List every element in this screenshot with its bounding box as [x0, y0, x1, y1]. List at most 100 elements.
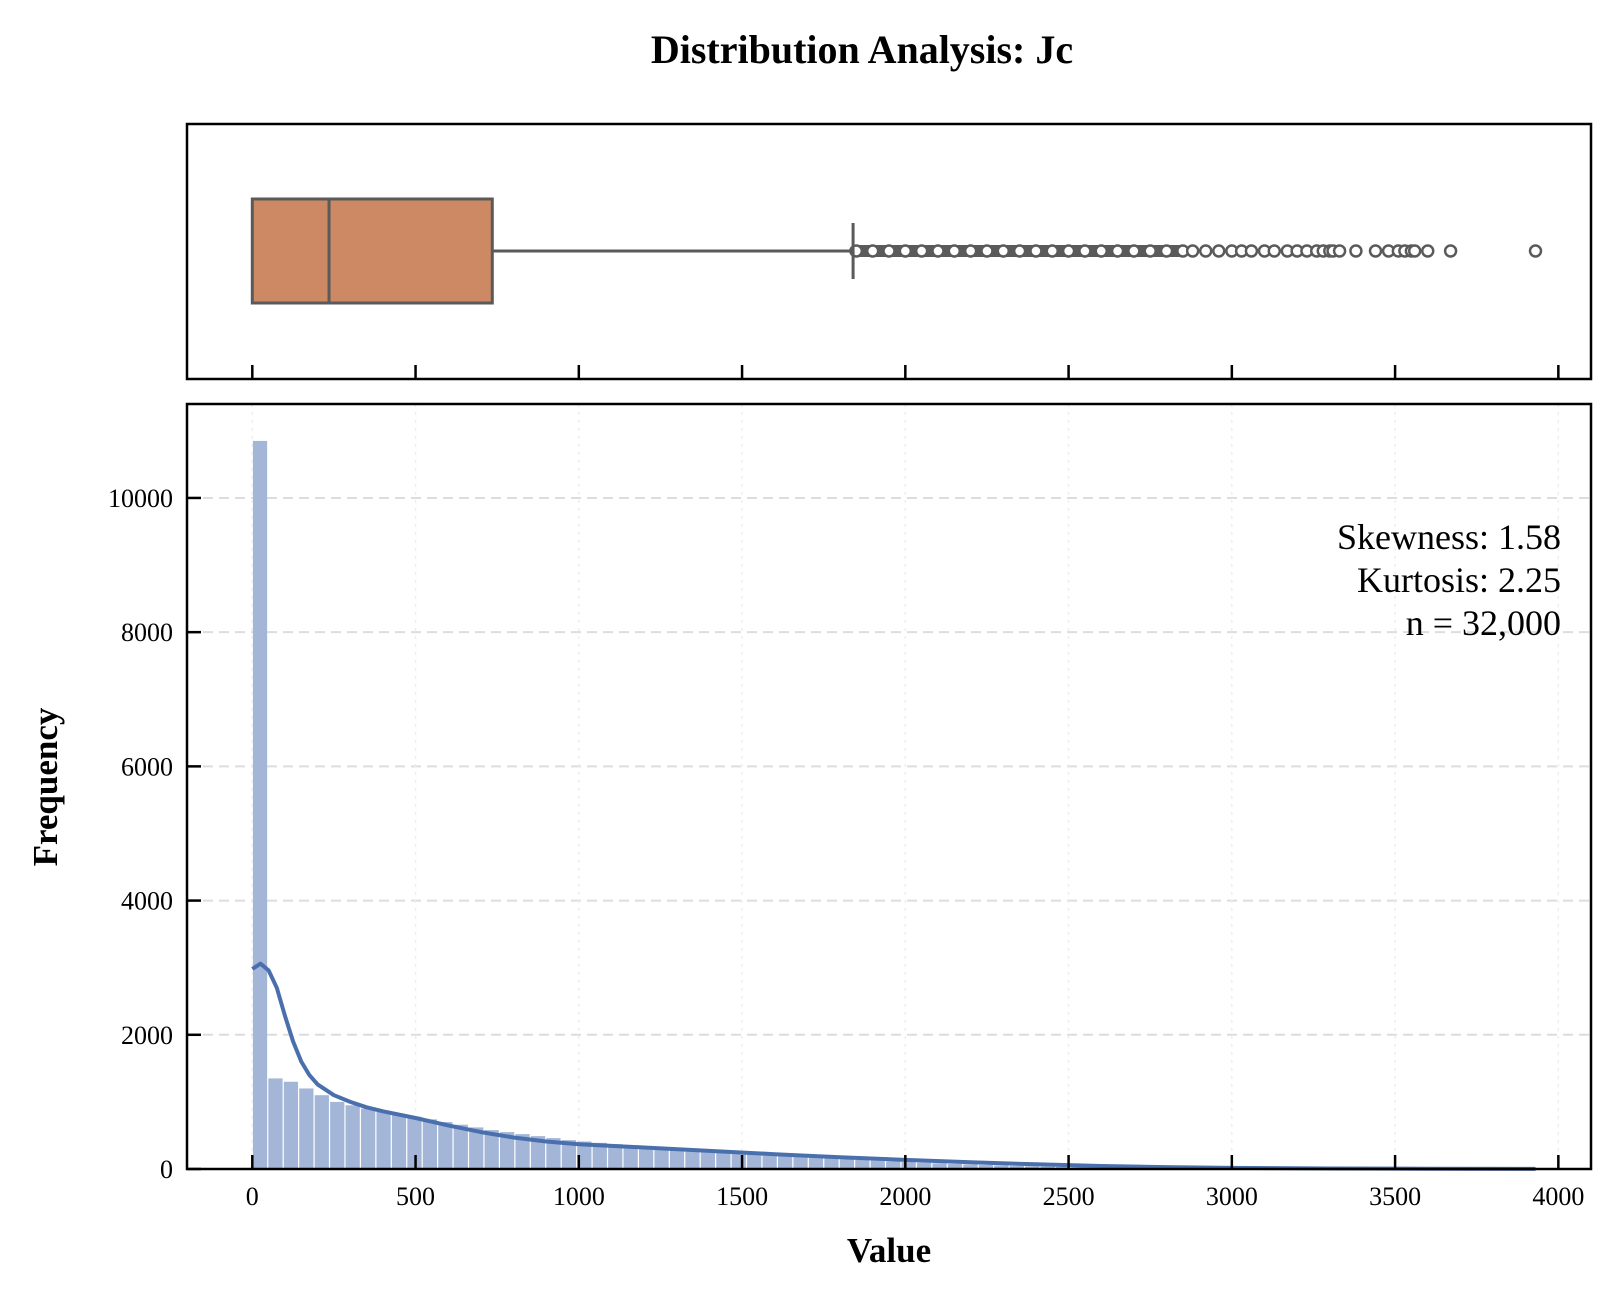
- x-tick-label: 3000: [1206, 1182, 1258, 1211]
- sample-size-annotation: n = 32,000: [1406, 603, 1561, 643]
- histogram-bar: [978, 1164, 994, 1169]
- outlier-point: [898, 244, 913, 258]
- histogram-bar: [639, 1146, 654, 1169]
- histogram-bar: [484, 1130, 499, 1169]
- histogram-bar: [762, 1154, 777, 1169]
- outlier-point: [963, 244, 978, 258]
- histogram-frame: [185, 402, 1593, 1171]
- histogram-bar: [855, 1159, 870, 1169]
- y-tick-label: 8000: [121, 618, 173, 647]
- boxplot-frame: [185, 122, 1593, 381]
- x-tick-label: 1000: [553, 1182, 605, 1211]
- histogram-bar: [438, 1122, 453, 1169]
- histogram-bar: [947, 1163, 963, 1169]
- outlier-point: [996, 244, 1011, 258]
- histogram-bar: [422, 1119, 438, 1169]
- outlier-point: [1368, 244, 1383, 258]
- histogram-bar: [716, 1151, 731, 1169]
- y-axis-label: Frequency: [26, 707, 65, 866]
- outlier-point: [1094, 244, 1108, 258]
- outlier-point: [1159, 244, 1174, 258]
- histogram-bar: [1025, 1166, 1040, 1169]
- chart-title: Distribution Analysis: Jc: [651, 27, 1073, 72]
- histogram-bar: [546, 1138, 561, 1169]
- outlier-point: [882, 244, 896, 258]
- boxplot-body: [250, 197, 855, 305]
- outlier-point: [1420, 244, 1435, 258]
- histogram-bar: [808, 1157, 824, 1169]
- y-tick-label: 2000: [121, 1021, 173, 1050]
- outlier-point: [1061, 244, 1076, 258]
- histogram-bar: [777, 1155, 793, 1169]
- x-tick-label: 1500: [716, 1182, 768, 1211]
- histogram-bar: [1009, 1165, 1024, 1169]
- outlier-point: [1029, 244, 1043, 258]
- histogram-bars: [252, 440, 1534, 1169]
- outlier-point: [1012, 244, 1027, 258]
- outlier-point: [914, 244, 929, 258]
- x-tick-label: 0: [246, 1182, 259, 1211]
- outlier-point: [1528, 244, 1543, 258]
- histogram-bar: [654, 1147, 669, 1169]
- histogram-bar: [592, 1142, 607, 1169]
- x-tick-label: 2000: [879, 1182, 931, 1211]
- x-tick-label: 500: [396, 1182, 435, 1211]
- histogram-bar: [391, 1113, 407, 1169]
- outlier-point: [947, 244, 962, 258]
- outlier-point: [1198, 244, 1213, 258]
- outlier-point: [1110, 244, 1125, 258]
- boxplot-outliers: [849, 244, 1543, 258]
- histogram-bar: [685, 1149, 700, 1169]
- histogram-bar: [515, 1134, 530, 1169]
- histogram-y-ticks: 0 2000 4000 6000 8000 10000: [108, 484, 201, 1184]
- iqr-box: [250, 197, 494, 305]
- histogram-bar: [870, 1160, 885, 1169]
- x-axis-label: Value: [847, 1231, 931, 1270]
- histogram-bar: [916, 1162, 932, 1169]
- kurtosis-annotation: Kurtosis: 2.25: [1357, 560, 1561, 600]
- histogram-bar: [530, 1136, 546, 1169]
- histogram-bar: [345, 1105, 360, 1169]
- histogram-bar: [747, 1153, 762, 1169]
- histogram-bar: [376, 1111, 391, 1169]
- boxplot-x-ticks: [251, 365, 1560, 379]
- histogram-bar: [299, 1088, 314, 1169]
- x-tick-label: 2500: [1043, 1182, 1095, 1211]
- histogram-bar: [793, 1156, 808, 1169]
- y-tick-label: 0: [160, 1155, 173, 1184]
- histogram-bar: [669, 1148, 685, 1169]
- histogram-bar: [330, 1101, 345, 1169]
- histogram-grid: [187, 404, 1591, 1169]
- outlier-point: [931, 244, 945, 258]
- histogram-bar: [500, 1132, 515, 1169]
- outlier-point: [1143, 244, 1157, 258]
- outlier-point: [1244, 244, 1259, 258]
- kde-curve: [251, 961, 1536, 1171]
- histogram-x-ticks: 0 500 1000 1500 2000 2500 3000 3500 4000: [246, 1155, 1584, 1211]
- histogram-bar: [901, 1161, 916, 1169]
- outlier-point: [1045, 244, 1060, 258]
- histogram-bar: [283, 1081, 299, 1169]
- histogram-bar: [252, 440, 268, 1169]
- outlier-point: [1267, 244, 1282, 258]
- outlier-point: [1212, 244, 1226, 258]
- histogram-bar: [932, 1163, 947, 1169]
- histogram-bar: [731, 1152, 746, 1169]
- histogram-bar: [608, 1144, 623, 1169]
- x-tick-label: 4000: [1532, 1182, 1584, 1211]
- y-tick-label: 6000: [121, 752, 173, 781]
- histogram-bar: [469, 1127, 484, 1169]
- histogram-panel: 0 500 1000 1500 2000 2500 3000 3500 4000 0 2000 40…: [26, 402, 1593, 1270]
- skewness-annotation: Skewness: 1.58: [1337, 517, 1561, 557]
- outlier-point: [865, 244, 880, 258]
- x-tick-label: 3500: [1369, 1182, 1421, 1211]
- outlier-point: [1407, 244, 1422, 258]
- outlier-point: [1185, 244, 1200, 258]
- histogram-bar: [407, 1116, 422, 1169]
- histogram-bar: [963, 1164, 978, 1169]
- histogram-bar: [361, 1108, 376, 1169]
- histogram-bar: [824, 1158, 839, 1169]
- histogram-bar: [700, 1150, 716, 1169]
- y-tick-label: 4000: [121, 887, 173, 916]
